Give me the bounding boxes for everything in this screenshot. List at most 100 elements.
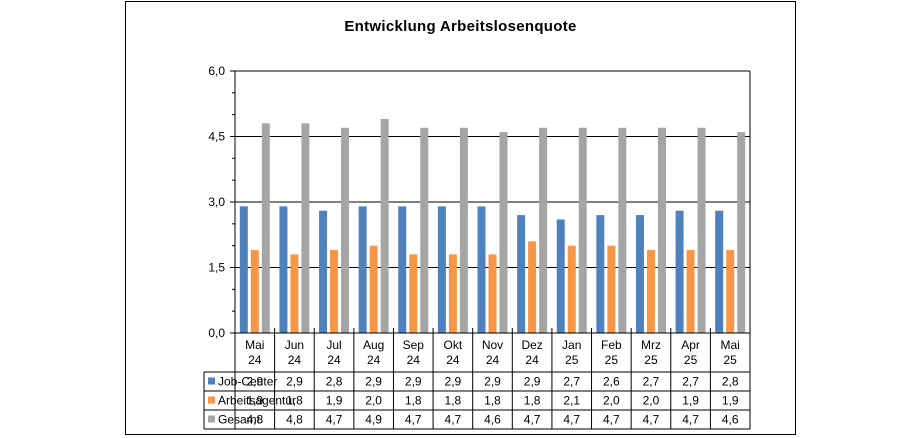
- data-label: 2,6: [603, 375, 620, 389]
- bar-gesamt: [618, 127, 627, 334]
- bar-job-center: [398, 206, 407, 333]
- legend-label: Gesamt: [218, 413, 261, 427]
- bar-gesamt: [301, 123, 310, 334]
- legend-swatch: [208, 396, 215, 404]
- bar-arbeitsagentur: [567, 245, 576, 333]
- data-label: 2,0: [365, 394, 382, 408]
- category-label: Okt: [444, 338, 463, 352]
- data-label: 1,9: [722, 394, 739, 408]
- bar-job-center: [556, 219, 565, 333]
- data-label: 1,9: [326, 394, 343, 408]
- bar-job-center: [437, 206, 446, 333]
- bar-job-center: [279, 206, 288, 333]
- category-label: Aug: [363, 338, 384, 352]
- data-label: 4,7: [445, 413, 462, 427]
- bar-job-center: [319, 210, 328, 333]
- category-label: 24: [525, 353, 539, 367]
- data-label: 1,8: [484, 394, 501, 408]
- data-label: 2,1: [563, 394, 580, 408]
- bar-gesamt: [657, 127, 666, 334]
- data-label: 4,7: [405, 413, 422, 427]
- data-label: 4,7: [524, 413, 541, 427]
- category-label: Mrz: [641, 338, 661, 352]
- data-label: 2,7: [643, 375, 660, 389]
- bar-job-center: [239, 206, 248, 333]
- bar-job-center: [477, 206, 486, 333]
- category-label: 24: [327, 353, 341, 367]
- data-label: 4,7: [326, 413, 343, 427]
- legend-label: Job-Center: [218, 375, 277, 389]
- bar-arbeitsagentur: [250, 250, 259, 333]
- data-label: 2,7: [682, 375, 699, 389]
- bar-arbeitsagentur: [607, 245, 616, 333]
- category-label: Sep: [403, 338, 425, 352]
- data-label: 4,6: [484, 413, 501, 427]
- data-label: 4,7: [603, 413, 620, 427]
- category-label: 25: [644, 353, 658, 367]
- bar-gesamt: [261, 123, 270, 334]
- data-label: 4,8: [246, 413, 263, 427]
- bar-job-center: [517, 215, 526, 333]
- data-label: 4,6: [722, 413, 739, 427]
- data-label: 2,9: [246, 375, 263, 389]
- data-label: 1,8: [524, 394, 541, 408]
- category-label: 25: [605, 353, 619, 367]
- y-tick-label: 3,0: [208, 195, 225, 209]
- category-label: Jan: [562, 338, 581, 352]
- category-label: Jul: [326, 338, 341, 352]
- category-label: Feb: [601, 338, 622, 352]
- data-label: 1,9: [246, 394, 263, 408]
- bar-job-center: [635, 215, 644, 333]
- category-label: Dez: [521, 338, 542, 352]
- category-label: Mai: [721, 338, 740, 352]
- data-label: 4,7: [563, 413, 580, 427]
- bar-gesamt: [341, 127, 350, 334]
- category-label: 24: [407, 353, 421, 367]
- category-label: 25: [565, 353, 579, 367]
- y-tick-label: 4,5: [208, 130, 225, 144]
- category-label: 24: [446, 353, 460, 367]
- bar-gesamt: [697, 127, 706, 334]
- bar-job-center: [715, 210, 724, 333]
- bar-arbeitsagentur: [726, 250, 735, 333]
- category-label: 24: [248, 353, 262, 367]
- data-label: 2,9: [286, 375, 303, 389]
- y-tick-label: 1,5: [208, 261, 225, 275]
- category-label: 24: [367, 353, 381, 367]
- bar-arbeitsagentur: [448, 254, 457, 333]
- bar-gesamt: [578, 127, 587, 334]
- bar-gesamt: [539, 127, 548, 334]
- chart-title: Entwicklung Arbeitslosenquote: [344, 18, 577, 35]
- y-tick-label: 0,0: [208, 326, 225, 340]
- category-label: Nov: [482, 338, 503, 352]
- data-label: 2,9: [405, 375, 422, 389]
- category-label: Mai: [245, 338, 264, 352]
- legend-swatch: [208, 377, 215, 385]
- bar-arbeitsagentur: [290, 254, 299, 333]
- bar-arbeitsagentur: [330, 250, 339, 333]
- bar-gesamt: [420, 127, 429, 334]
- data-label: 4,7: [682, 413, 699, 427]
- data-label: 2,9: [484, 375, 501, 389]
- legend-label: Arbeitsagentur: [218, 394, 296, 408]
- category-label: 24: [486, 353, 500, 367]
- data-label: 2,9: [365, 375, 382, 389]
- bar-arbeitsagentur: [409, 254, 418, 333]
- data-label: 4,8: [286, 413, 303, 427]
- bar-arbeitsagentur: [646, 250, 655, 333]
- data-label: 1,8: [445, 394, 462, 408]
- data-label: 2,9: [445, 375, 462, 389]
- data-label: 2,9: [524, 375, 541, 389]
- category-label: 25: [724, 353, 738, 367]
- bar-arbeitsagentur: [528, 241, 537, 333]
- data-label: 2,8: [326, 375, 343, 389]
- bar-gesamt: [459, 127, 468, 334]
- data-label: 2,8: [722, 375, 739, 389]
- category-label: 25: [684, 353, 698, 367]
- data-label: 2,7: [563, 375, 580, 389]
- bar-gesamt: [499, 132, 508, 333]
- bar-job-center: [596, 215, 605, 333]
- category-label: Jun: [285, 338, 304, 352]
- category-label: 24: [288, 353, 302, 367]
- data-label: 2,0: [643, 394, 660, 408]
